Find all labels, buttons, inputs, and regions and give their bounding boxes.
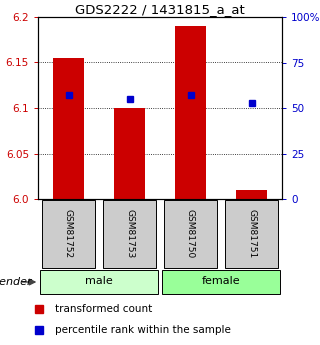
Bar	[42, 200, 95, 268]
Bar	[114, 108, 145, 199]
Text: male: male	[85, 276, 113, 286]
Text: GSM81750: GSM81750	[186, 209, 195, 259]
Text: transformed count: transformed count	[55, 304, 152, 314]
Bar	[225, 200, 278, 268]
Bar	[162, 270, 280, 294]
Text: percentile rank within the sample: percentile rank within the sample	[55, 325, 231, 335]
Title: GDS2222 / 1431815_a_at: GDS2222 / 1431815_a_at	[75, 3, 245, 16]
Text: GSM81751: GSM81751	[247, 209, 256, 259]
Bar	[103, 200, 156, 268]
Bar	[164, 200, 217, 268]
Bar	[53, 58, 84, 199]
Text: gender: gender	[0, 277, 35, 287]
Text: female: female	[202, 276, 240, 286]
Bar	[175, 26, 206, 199]
Text: GSM81752: GSM81752	[64, 209, 73, 258]
Text: GSM81753: GSM81753	[125, 209, 134, 259]
Bar	[40, 270, 158, 294]
Bar	[236, 190, 267, 199]
